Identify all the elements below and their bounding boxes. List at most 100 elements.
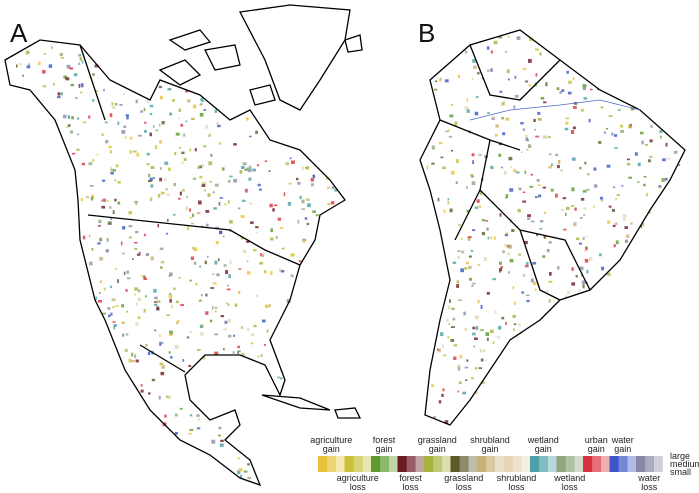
pixel	[132, 150, 137, 153]
pixel	[216, 273, 220, 277]
pixel	[108, 145, 112, 149]
pixel	[217, 434, 221, 437]
pixel	[528, 58, 532, 63]
pixel	[505, 117, 510, 121]
legend-swatch	[618, 456, 628, 472]
pixel	[102, 312, 106, 315]
pixel	[103, 88, 105, 92]
pixel	[134, 200, 138, 204]
pixel	[475, 366, 478, 370]
pixel	[455, 181, 458, 185]
pixel	[584, 161, 587, 165]
pixel	[126, 270, 129, 274]
pixel	[469, 277, 473, 281]
pixel	[251, 333, 255, 337]
pixel	[135, 359, 139, 363]
pixel	[19, 63, 23, 66]
legend-label: agriculture loss	[336, 473, 379, 492]
pixel	[565, 206, 570, 210]
pixel	[82, 235, 86, 240]
pixel	[486, 46, 490, 50]
pixel	[166, 218, 169, 222]
pixel	[571, 187, 575, 192]
pixel	[471, 284, 474, 287]
pixel	[486, 337, 489, 342]
pixel	[137, 134, 142, 137]
pixel	[239, 169, 243, 174]
pixel	[192, 104, 197, 109]
pixel	[249, 202, 253, 205]
pixel	[213, 207, 217, 210]
pixel	[600, 199, 604, 202]
pixel	[573, 222, 577, 227]
pixel	[507, 78, 510, 81]
pixel	[673, 150, 678, 154]
pixel	[174, 413, 178, 417]
pixel	[226, 302, 228, 305]
pixel	[190, 222, 195, 225]
pixel	[150, 256, 154, 261]
pixel	[137, 289, 141, 293]
legend-swatch	[450, 456, 460, 472]
pixel	[92, 99, 95, 102]
pixel	[449, 114, 454, 118]
pixel	[206, 255, 209, 258]
pixel	[202, 182, 204, 185]
pixel	[290, 160, 295, 165]
pixel	[624, 226, 629, 229]
pixel	[180, 304, 184, 307]
pixel	[171, 99, 175, 102]
pixel	[532, 281, 537, 286]
pixel	[144, 129, 147, 133]
pixel	[186, 99, 191, 103]
pixel	[256, 164, 260, 167]
pixel	[527, 217, 531, 220]
pixel	[152, 177, 156, 180]
pixel	[447, 305, 451, 310]
pixel	[214, 351, 219, 355]
pixel	[166, 193, 171, 196]
pixel	[126, 310, 128, 313]
legend-swatch	[397, 456, 407, 472]
pixel	[437, 197, 440, 202]
pixel	[208, 133, 211, 137]
pixel	[71, 116, 74, 120]
pixel	[255, 226, 259, 229]
pixel	[240, 237, 245, 240]
pixel	[461, 250, 465, 254]
political-borders	[79, 44, 301, 373]
legend-swatch	[441, 456, 451, 472]
pixel	[227, 303, 230, 306]
pixel	[493, 40, 498, 45]
pixel	[175, 132, 180, 136]
pixel	[147, 179, 152, 183]
pixel	[178, 117, 181, 120]
pixel	[516, 334, 519, 339]
pixel	[630, 107, 635, 111]
pixel	[473, 345, 476, 348]
pixel	[158, 334, 162, 338]
pixel	[582, 86, 587, 91]
pixel	[136, 152, 140, 157]
pixel	[134, 293, 136, 296]
pixel	[456, 364, 461, 368]
pixel	[134, 287, 138, 291]
pixel	[537, 184, 541, 186]
pixel	[25, 50, 30, 55]
pixel	[224, 203, 227, 206]
pixel	[451, 170, 455, 175]
pixel	[622, 214, 627, 218]
pixel	[565, 121, 569, 125]
pixel	[63, 114, 67, 119]
pixel	[273, 204, 278, 207]
legend-swatch	[600, 456, 610, 472]
pixel	[513, 105, 516, 109]
legend-label: grassland loss	[444, 473, 484, 492]
pixel	[492, 341, 495, 345]
pixel	[474, 206, 479, 209]
pixel	[479, 191, 483, 196]
pixel	[477, 299, 480, 304]
pixel	[164, 414, 167, 418]
pixel	[563, 228, 567, 231]
pixel	[475, 96, 479, 99]
